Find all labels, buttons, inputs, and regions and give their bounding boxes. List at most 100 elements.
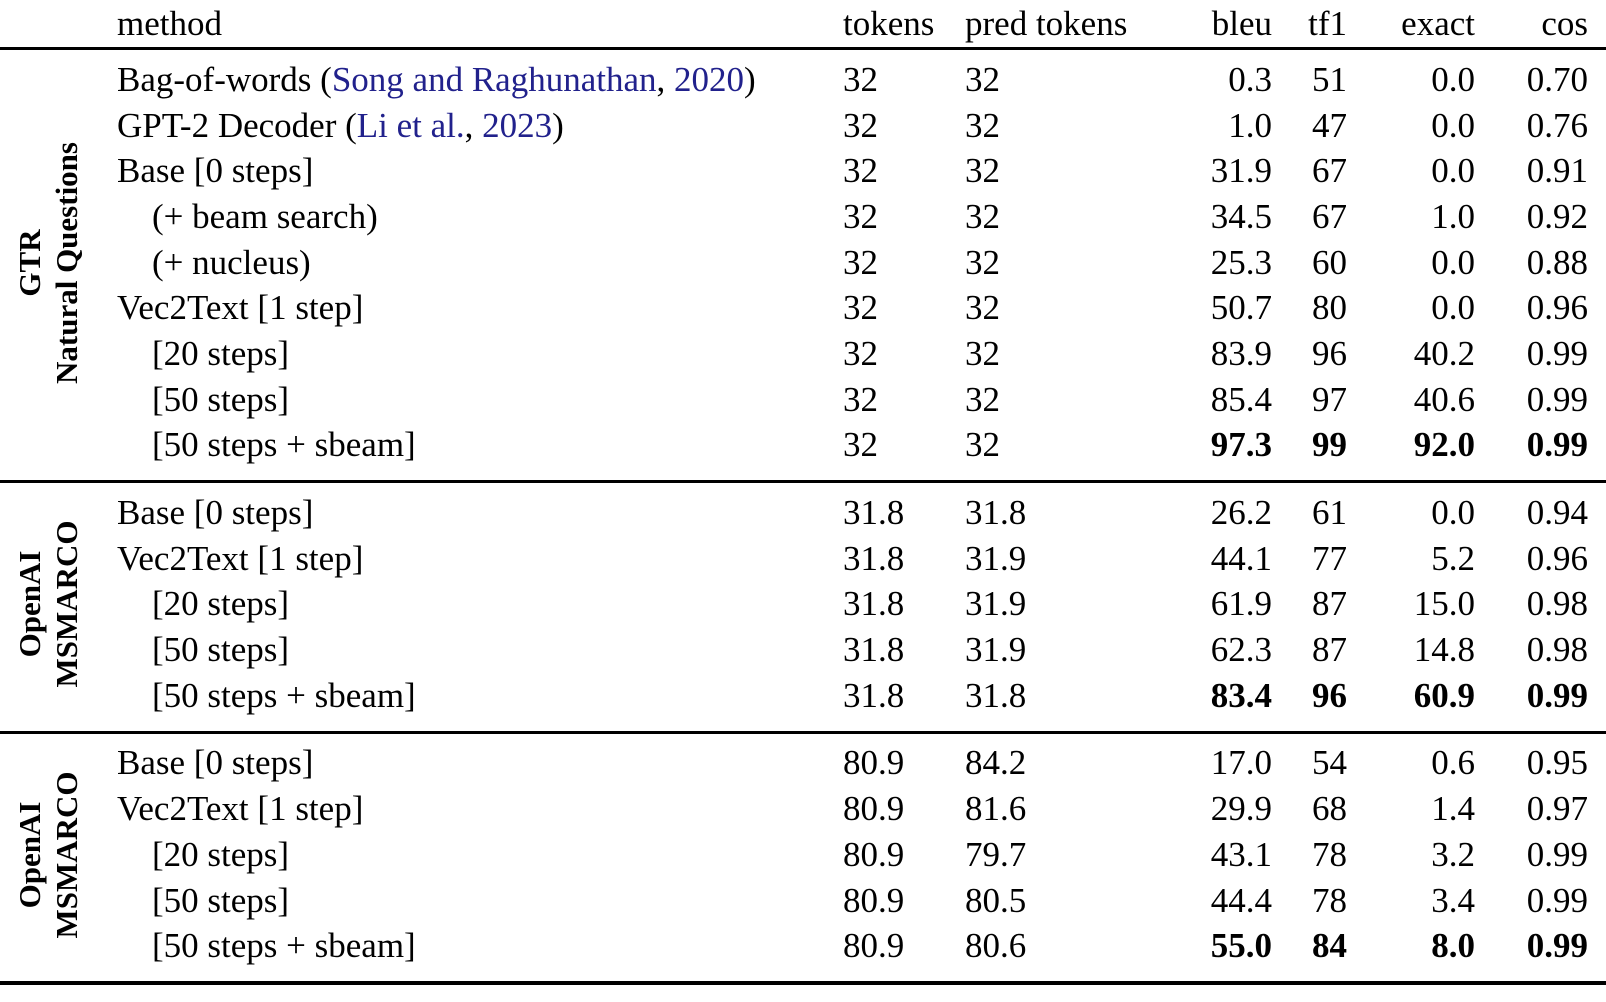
citation-link[interactable]: Li et al. (356, 105, 465, 145)
tokens-cell: 32 (843, 242, 878, 282)
method-cell: (+ nucleus) (95, 243, 843, 283)
method-text: [20 steps] (152, 584, 290, 624)
tf1-cell: 77 (1312, 538, 1347, 578)
cos-cell: 0.96 (1526, 538, 1588, 578)
tokens-cell: 32 (843, 288, 878, 328)
method-cell: [20 steps] (95, 835, 843, 875)
bleu-cell: 1.0 (1228, 105, 1272, 145)
method-text: [50 steps] (152, 880, 290, 920)
table-row: Bag-of-words (Song and Raghunathan, 2020… (95, 57, 1606, 103)
pred-tokens-cell: 84.2 (965, 743, 1027, 783)
table-row: Vec2Text [1 step] 32 32 50.7 80 0.0 0.96 (95, 285, 1606, 331)
exact-cell: 0.0 (1431, 288, 1475, 328)
pred-tokens-cell: 80.5 (965, 880, 1027, 920)
table-row: Vec2Text [1 step] 80.9 81.6 29.9 68 1.4 0.97 (95, 786, 1606, 832)
tf1-cell: 54 (1312, 743, 1347, 783)
column-header-cos: cos (1541, 3, 1588, 43)
tf1-cell: 99 (1312, 425, 1347, 465)
tf1-cell: 67 (1312, 196, 1347, 236)
table-rule (0, 480, 1606, 484)
bleu-cell: 55.0 (1210, 926, 1272, 966)
cos-cell: 0.99 (1526, 425, 1588, 465)
exact-cell: 0.0 (1431, 493, 1475, 533)
pred-tokens-cell: 32 (965, 379, 1000, 419)
citation-link[interactable]: Song and Raghunathan (331, 59, 657, 99)
tokens-cell: 80.9 (843, 880, 905, 920)
method-cell: Vec2Text [1 step] (95, 539, 843, 579)
pred-tokens-cell: 32 (965, 288, 1000, 328)
method-text: [50 steps] (152, 379, 290, 419)
column-header-tokens: tokens (843, 3, 935, 43)
method-text: GPT-2 Decoder ( (117, 105, 357, 145)
tokens-cell: 80.9 (843, 926, 905, 966)
column-header-tf1: tf1 (1308, 3, 1347, 43)
tf1-cell: 87 (1312, 584, 1347, 624)
row-group-label: OpenAI MSMARCO (11, 521, 85, 688)
pred-tokens-cell: 81.6 (965, 789, 1027, 829)
method-text: ) (744, 59, 756, 99)
method-cell: [50 steps + sbeam] (95, 676, 843, 716)
table-header-row: method tokens pred tokens bleu tf1 exact… (0, 0, 1606, 47)
tf1-cell: 51 (1312, 59, 1347, 99)
exact-cell: 15.0 (1413, 584, 1475, 624)
tokens-cell: 31.8 (843, 584, 905, 624)
method-text: (+ beam search) (152, 196, 378, 236)
tf1-cell: 60 (1312, 242, 1347, 282)
exact-cell: 0.6 (1431, 743, 1475, 783)
table-row: [50 steps + sbeam] 32 32 97.3 99 92.0 0.99 (95, 423, 1606, 469)
method-cell: [50 steps + sbeam] (95, 926, 843, 966)
method-cell: Base [0 steps] (95, 493, 843, 533)
pred-tokens-cell: 32 (965, 105, 1000, 145)
section-rows: Base [0 steps] 31.8 31.8 26.2 61 0.0 0.94 Vec2T… (95, 490, 1606, 718)
pred-tokens-cell: 32 (965, 425, 1000, 465)
pred-tokens-cell: 32 (965, 333, 1000, 373)
table-section: OpenAI MSMARCO Base [0 steps] 80.9 84.2 17.0 5… (0, 734, 1606, 981)
tf1-cell: 67 (1312, 151, 1347, 191)
exact-cell: 0.0 (1431, 59, 1475, 99)
tf1-cell: 80 (1312, 288, 1347, 328)
pred-tokens-cell: 31.9 (965, 538, 1027, 578)
column-header-method: method (117, 3, 222, 43)
bleu-cell: 44.4 (1210, 880, 1272, 920)
method-cell: [50 steps + sbeam] (95, 425, 843, 465)
exact-cell: 3.4 (1431, 880, 1475, 920)
pred-tokens-cell: 31.9 (965, 584, 1027, 624)
tokens-cell: 31.8 (843, 630, 905, 670)
bleu-cell: 62.3 (1210, 630, 1272, 670)
table-row: Base [0 steps] 31.8 31.8 26.2 61 0.0 0.94 (95, 490, 1606, 536)
cos-cell: 0.99 (1526, 880, 1588, 920)
tokens-cell: 31.8 (843, 493, 905, 533)
method-cell: [20 steps] (95, 584, 843, 624)
method-text: [20 steps] (152, 333, 290, 373)
method-cell: [20 steps] (95, 334, 843, 374)
tokens-cell: 32 (843, 151, 878, 191)
method-cell: [50 steps] (95, 630, 843, 670)
tokens-cell: 80.9 (843, 834, 905, 874)
table-body: GTR Natural Questions Bag-of-words (Song a… (0, 50, 1606, 986)
row-group-label: OpenAI MSMARCO (11, 771, 85, 938)
tf1-cell: 47 (1312, 105, 1347, 145)
method-text: Base [0 steps] (117, 151, 314, 191)
bleu-cell: 85.4 (1210, 379, 1272, 419)
column-header-exact: exact (1401, 3, 1475, 43)
table-section: GTR Natural Questions Bag-of-words (Song a… (0, 50, 1606, 480)
method-text: Vec2Text [1 step] (117, 288, 364, 328)
tokens-cell: 32 (843, 105, 878, 145)
cos-cell: 0.91 (1526, 151, 1588, 191)
method-cell: Base [0 steps] (95, 743, 843, 783)
method-text: [50 steps + sbeam] (152, 675, 416, 715)
tf1-cell: 78 (1312, 834, 1347, 874)
citation-link[interactable]: 2020 (674, 59, 744, 99)
row-group-label-line: OpenAI (11, 551, 47, 658)
table-row: [20 steps] 31.8 31.9 61.9 87 15.0 0.98 (95, 582, 1606, 628)
citation-link[interactable]: 2023 (482, 105, 553, 145)
method-text: (+ nucleus) (152, 242, 311, 282)
pred-tokens-cell: 32 (965, 151, 1000, 191)
table-row: (+ nucleus) 32 32 25.3 60 0.0 0.88 (95, 240, 1606, 286)
pred-tokens-cell: 32 (965, 59, 1000, 99)
tokens-cell: 32 (843, 59, 878, 99)
exact-cell: 92.0 (1413, 425, 1475, 465)
method-text: , (656, 59, 674, 99)
exact-cell: 1.0 (1431, 196, 1475, 236)
